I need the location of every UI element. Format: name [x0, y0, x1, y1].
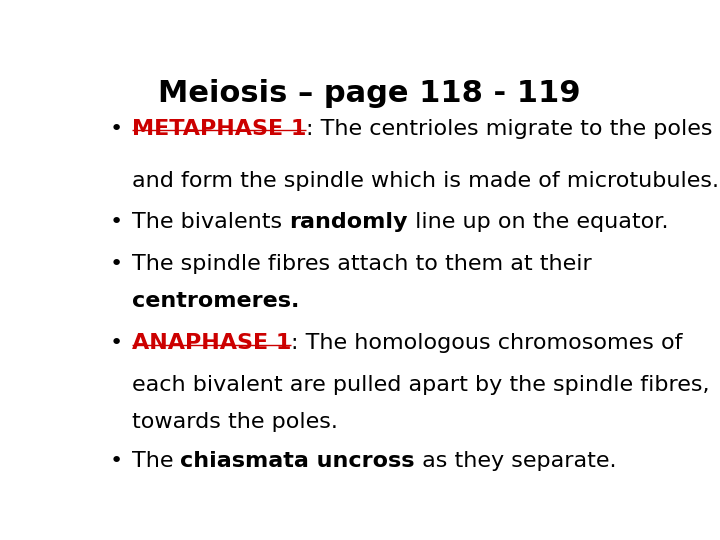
- Text: line up on the equator.: line up on the equator.: [408, 212, 668, 232]
- Text: •: •: [109, 333, 123, 353]
- Text: towards the poles.: towards the poles.: [132, 412, 338, 432]
- Text: METAPHASE 1: METAPHASE 1: [132, 119, 306, 139]
- Text: •: •: [109, 119, 123, 139]
- Text: The bivalents: The bivalents: [132, 212, 289, 232]
- Text: The spindle fibres attach to them at their: The spindle fibres attach to them at the…: [132, 254, 592, 274]
- Text: Meiosis – page 118 - 119: Meiosis – page 118 - 119: [158, 79, 580, 109]
- Text: : The centrioles migrate to the poles: : The centrioles migrate to the poles: [306, 119, 713, 139]
- Text: : The homologous chromosomes of: : The homologous chromosomes of: [291, 333, 683, 353]
- Text: centromeres.: centromeres.: [132, 292, 300, 312]
- Text: randomly: randomly: [289, 212, 408, 232]
- Text: •: •: [109, 254, 123, 274]
- Text: and form the spindle which is made of microtubules.: and form the spindle which is made of mi…: [132, 171, 719, 191]
- Text: chiasmata uncross: chiasmata uncross: [181, 451, 415, 471]
- Text: The: The: [132, 451, 181, 471]
- Text: •: •: [109, 212, 123, 232]
- Text: each bivalent are pulled apart by the spindle fibres,: each bivalent are pulled apart by the sp…: [132, 375, 709, 395]
- Text: ANAPHASE 1: ANAPHASE 1: [132, 333, 291, 353]
- Text: as they separate.: as they separate.: [415, 451, 616, 471]
- Text: •: •: [109, 451, 123, 471]
